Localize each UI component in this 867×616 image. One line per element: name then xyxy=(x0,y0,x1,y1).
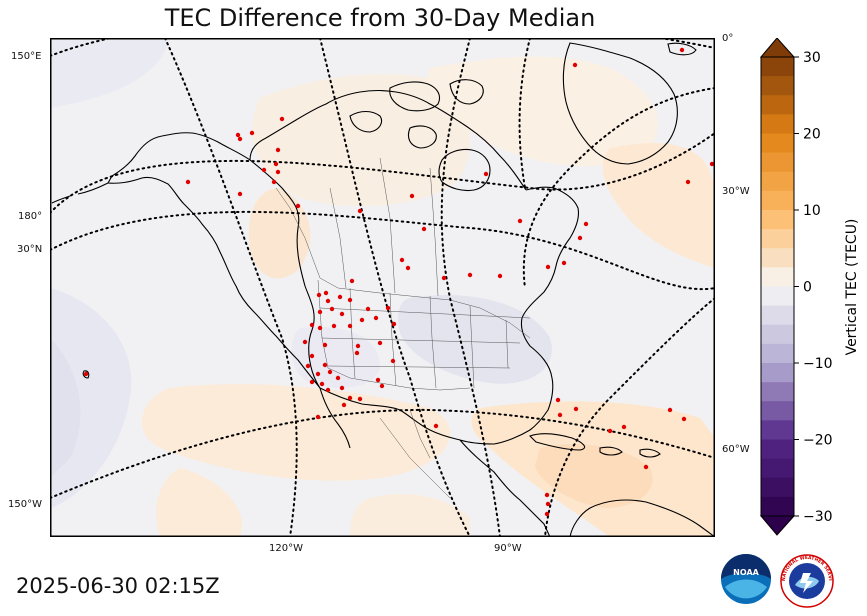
colorbar-band xyxy=(761,363,794,383)
lon-label-150e: 150°E xyxy=(11,51,42,62)
colorbar-tick-label: −20 xyxy=(803,433,833,449)
colorbar-band xyxy=(761,267,794,287)
colorbar-band xyxy=(761,477,794,498)
tec-contours xyxy=(50,38,715,537)
colorbar-label: Vertical TEC (TECU) xyxy=(844,219,860,356)
colorbar-band xyxy=(761,286,794,307)
colorbar-ticks: 30 20 10 0 −10 −20 −30 xyxy=(794,50,833,525)
graticule xyxy=(50,38,715,537)
lon-label-150w: 150°W xyxy=(8,499,42,510)
colorbar-band xyxy=(761,401,794,421)
colorbar-band xyxy=(761,305,794,326)
lon-label-0: 0° xyxy=(722,33,734,44)
tec-map xyxy=(50,38,715,537)
colorbar-band xyxy=(761,420,794,440)
colorbar-tick-label: −10 xyxy=(803,356,833,372)
coastlines xyxy=(51,42,715,537)
map-border xyxy=(50,38,715,537)
colorbar-band xyxy=(761,439,794,460)
timestamp: 2025-06-30 02:15Z xyxy=(16,574,220,598)
lon-label-30w: 30°W xyxy=(722,186,750,197)
colorbar-band xyxy=(761,382,794,402)
political-borders xyxy=(275,157,531,499)
colorbar-band xyxy=(761,95,794,115)
colorbar-extend-max xyxy=(759,37,796,58)
lon-label-60w: 60°W xyxy=(722,444,750,455)
colorbar-band xyxy=(761,190,794,211)
noaa-logo-text: NOAA xyxy=(733,568,759,577)
colorbar-tick-label: 20 xyxy=(803,127,821,143)
colorbar-band xyxy=(761,458,794,479)
colorbar-band xyxy=(761,114,794,134)
colorbar-extend-min xyxy=(759,515,796,536)
colorbar-band xyxy=(761,57,794,77)
colorbar-band xyxy=(761,152,794,173)
colorbar-band xyxy=(761,210,794,230)
colorbar-band xyxy=(761,248,794,268)
colorbar: 30 20 10 0 −10 −20 −30 Vertical TEC (TECU) xyxy=(759,37,867,537)
colorbar-tick-label: −30 xyxy=(803,509,833,525)
colorbar-band xyxy=(761,76,794,96)
colorbar-tick-label: 0 xyxy=(803,280,812,296)
lon-label-120w: 120°W xyxy=(269,543,303,554)
colorbar-band xyxy=(761,496,794,517)
lat-label-30n: 30°N xyxy=(17,244,43,255)
colorbar-tick-label: 30 xyxy=(803,50,821,66)
colorbar-band xyxy=(761,171,794,192)
lon-label-90w: 90°W xyxy=(494,543,522,554)
colorbar-band xyxy=(761,229,794,249)
map-title: TEC Difference from 30-Day Median xyxy=(164,4,596,32)
colorbar-band xyxy=(761,343,794,364)
lon-label-180: 180° xyxy=(18,211,43,222)
colorbar-bands xyxy=(761,57,794,517)
station-markers xyxy=(83,47,715,517)
colorbar-band xyxy=(761,133,794,154)
colorbar-tick-label: 10 xyxy=(803,203,821,219)
colorbar-band xyxy=(761,324,794,345)
noaa-logo: NOAA xyxy=(721,554,771,604)
agency-logos: NOAA NATIONAL WEATHER SERVICE xyxy=(717,547,837,611)
